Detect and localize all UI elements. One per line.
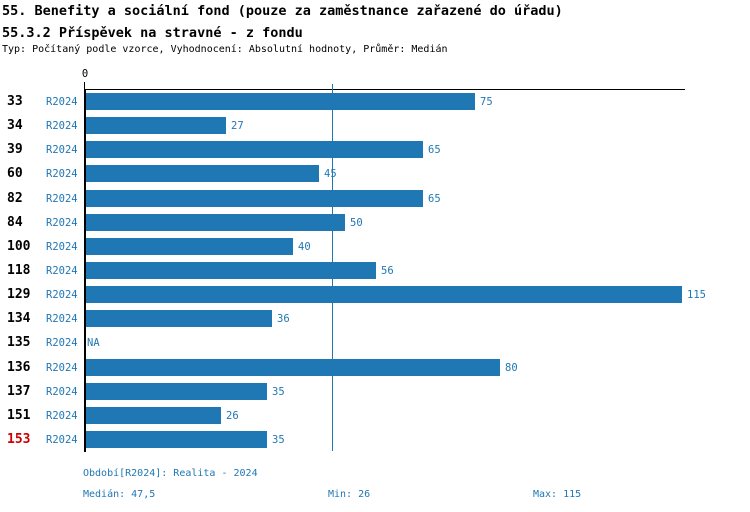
row-category-label: 84 <box>7 215 23 230</box>
min-stat-label: Min: 26 <box>328 489 371 500</box>
bar-value-label: 50 <box>350 217 363 229</box>
bar <box>86 165 319 182</box>
row-period-label: R2024 <box>46 434 78 446</box>
max-stat-label: Max: 115 <box>533 489 582 500</box>
bar <box>86 262 376 279</box>
row-period-label: R2024 <box>46 144 78 156</box>
bar <box>86 93 475 110</box>
row-category-label: 136 <box>7 360 31 375</box>
row-category-label: 151 <box>7 408 31 423</box>
row-period-label: R2024 <box>46 265 78 277</box>
row-category-label: 100 <box>7 239 31 254</box>
bar <box>86 407 221 424</box>
bar-value-label: 35 <box>272 434 285 446</box>
bar-value-label: 35 <box>272 386 285 398</box>
axis-zero-label: 0 <box>81 68 89 80</box>
bar-value-label: 36 <box>277 313 290 325</box>
row-period-label: R2024 <box>46 386 78 398</box>
row-period-label: R2024 <box>46 217 78 229</box>
row-period-label: R2024 <box>46 168 78 180</box>
bar-value-label: 75 <box>480 96 493 108</box>
bar-value-label: 65 <box>428 193 441 205</box>
row-period-label: R2024 <box>46 120 78 132</box>
axis-zero-tick <box>84 82 85 90</box>
row-category-label: 135 <box>7 335 31 350</box>
row-period-label: R2024 <box>46 362 78 374</box>
bar <box>86 286 682 303</box>
bar-value-label: 65 <box>428 144 441 156</box>
bar-value-label: 26 <box>226 410 239 422</box>
bar-value-label: 40 <box>298 241 311 253</box>
bar <box>86 141 423 158</box>
row-period-label: R2024 <box>46 241 78 253</box>
bar <box>86 214 345 231</box>
median-stat-label: Medián: 47,5 <box>83 489 156 500</box>
row-category-label: 60 <box>7 166 23 181</box>
bar-value-label: 56 <box>381 265 394 277</box>
bar <box>86 190 423 207</box>
bar-value-label: 27 <box>231 120 244 132</box>
bar <box>86 431 267 448</box>
row-category-label: 134 <box>7 311 31 326</box>
report-title: 55. Benefity a sociální fond (pouze za z… <box>2 3 563 19</box>
bar-value-label: 115 <box>687 289 706 301</box>
bar-value-label: 45 <box>324 168 337 180</box>
row-period-label: R2024 <box>46 289 78 301</box>
row-category-label: 34 <box>7 118 23 133</box>
row-category-label: 82 <box>7 191 23 206</box>
row-period-label: R2024 <box>46 96 78 108</box>
bar <box>86 359 500 376</box>
row-category-label: 137 <box>7 384 31 399</box>
row-category-label: 129 <box>7 287 31 302</box>
row-category-label: 39 <box>7 142 23 157</box>
row-period-label: R2024 <box>46 337 78 349</box>
row-period-label: R2024 <box>46 313 78 325</box>
bar-value-label: NA <box>87 337 100 349</box>
report-meta: Typ: Počítaný podle vzorce, Vyhodnocení:… <box>2 44 448 55</box>
row-period-label: R2024 <box>46 193 78 205</box>
row-period-label: R2024 <box>46 410 78 422</box>
row-category-label: 33 <box>7 94 23 109</box>
bar <box>86 238 293 255</box>
row-category-label: 118 <box>7 263 31 278</box>
report-subtitle: 55.3.2 Příspěvek na stravné - z fondu <box>2 25 303 41</box>
y-axis-line <box>84 89 86 452</box>
bar <box>86 383 267 400</box>
bar <box>86 117 226 134</box>
period-info-label: Období[R2024]: Realita - 2024 <box>83 468 258 479</box>
bar-value-label: 80 <box>505 362 518 374</box>
row-category-label: 153 <box>7 432 31 447</box>
x-axis-line <box>84 89 685 90</box>
bar <box>86 310 272 327</box>
